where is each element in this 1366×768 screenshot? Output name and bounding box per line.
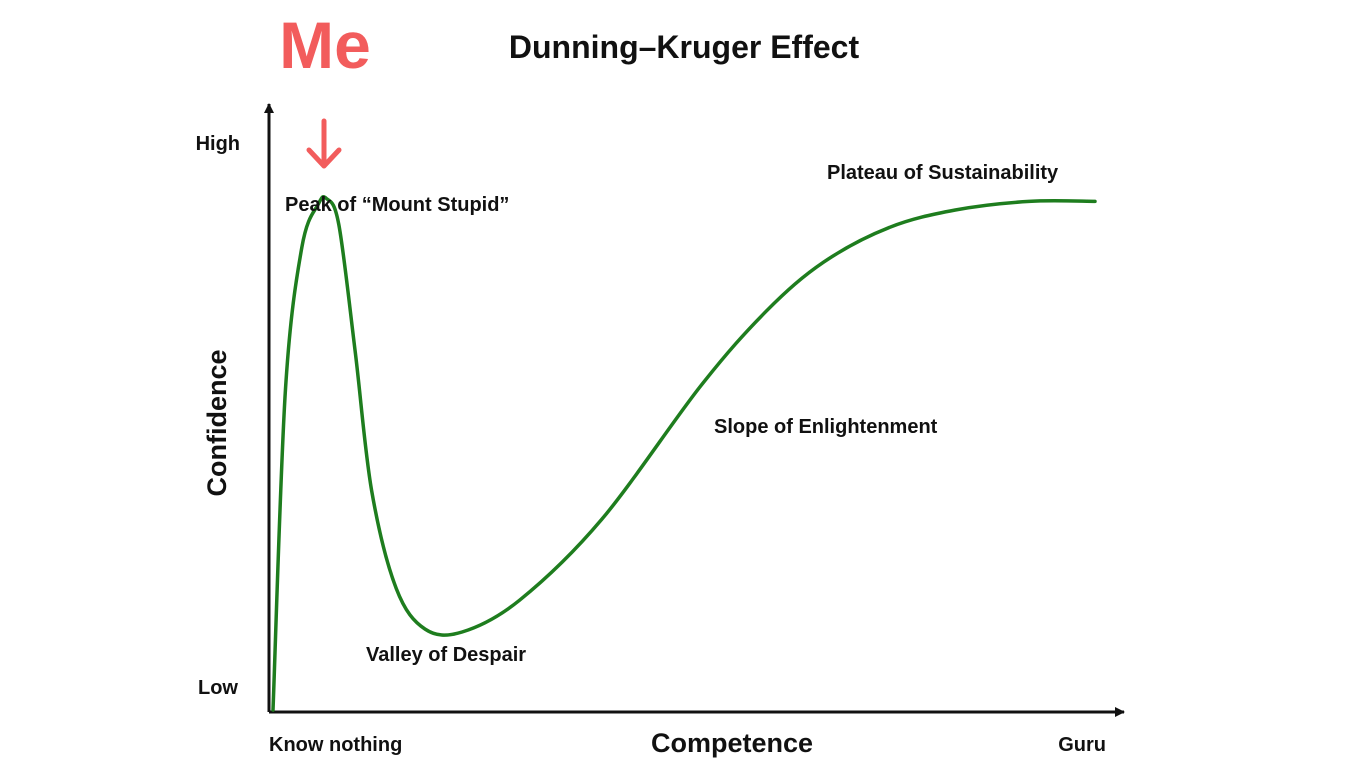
y-tick-label-high: High <box>196 133 240 155</box>
series-line-confidence <box>271 194 1097 712</box>
y-tick-label-low: Low <box>198 677 238 699</box>
annotation-mount-stupid: Peak of “Mount Stupid” <box>285 194 509 216</box>
annotation-plateau-of-sustainability: Plateau of Sustainability <box>827 162 1059 184</box>
annotation-slope-of-enlightenment: Slope of Enlightenment <box>714 416 938 438</box>
annotation-valley-of-despair: Valley of Despair <box>366 644 526 666</box>
chart-title: Dunning–Kruger Effect <box>509 29 860 65</box>
x-tick-label-end: Guru <box>1058 734 1106 756</box>
x-axis-title: Competence <box>651 728 813 758</box>
down-arrow-icon <box>306 118 342 169</box>
y-axis-title: Confidence <box>202 349 232 496</box>
me-marker-label: Me <box>279 8 371 82</box>
x-tick-label-start: Know nothing <box>269 734 402 756</box>
